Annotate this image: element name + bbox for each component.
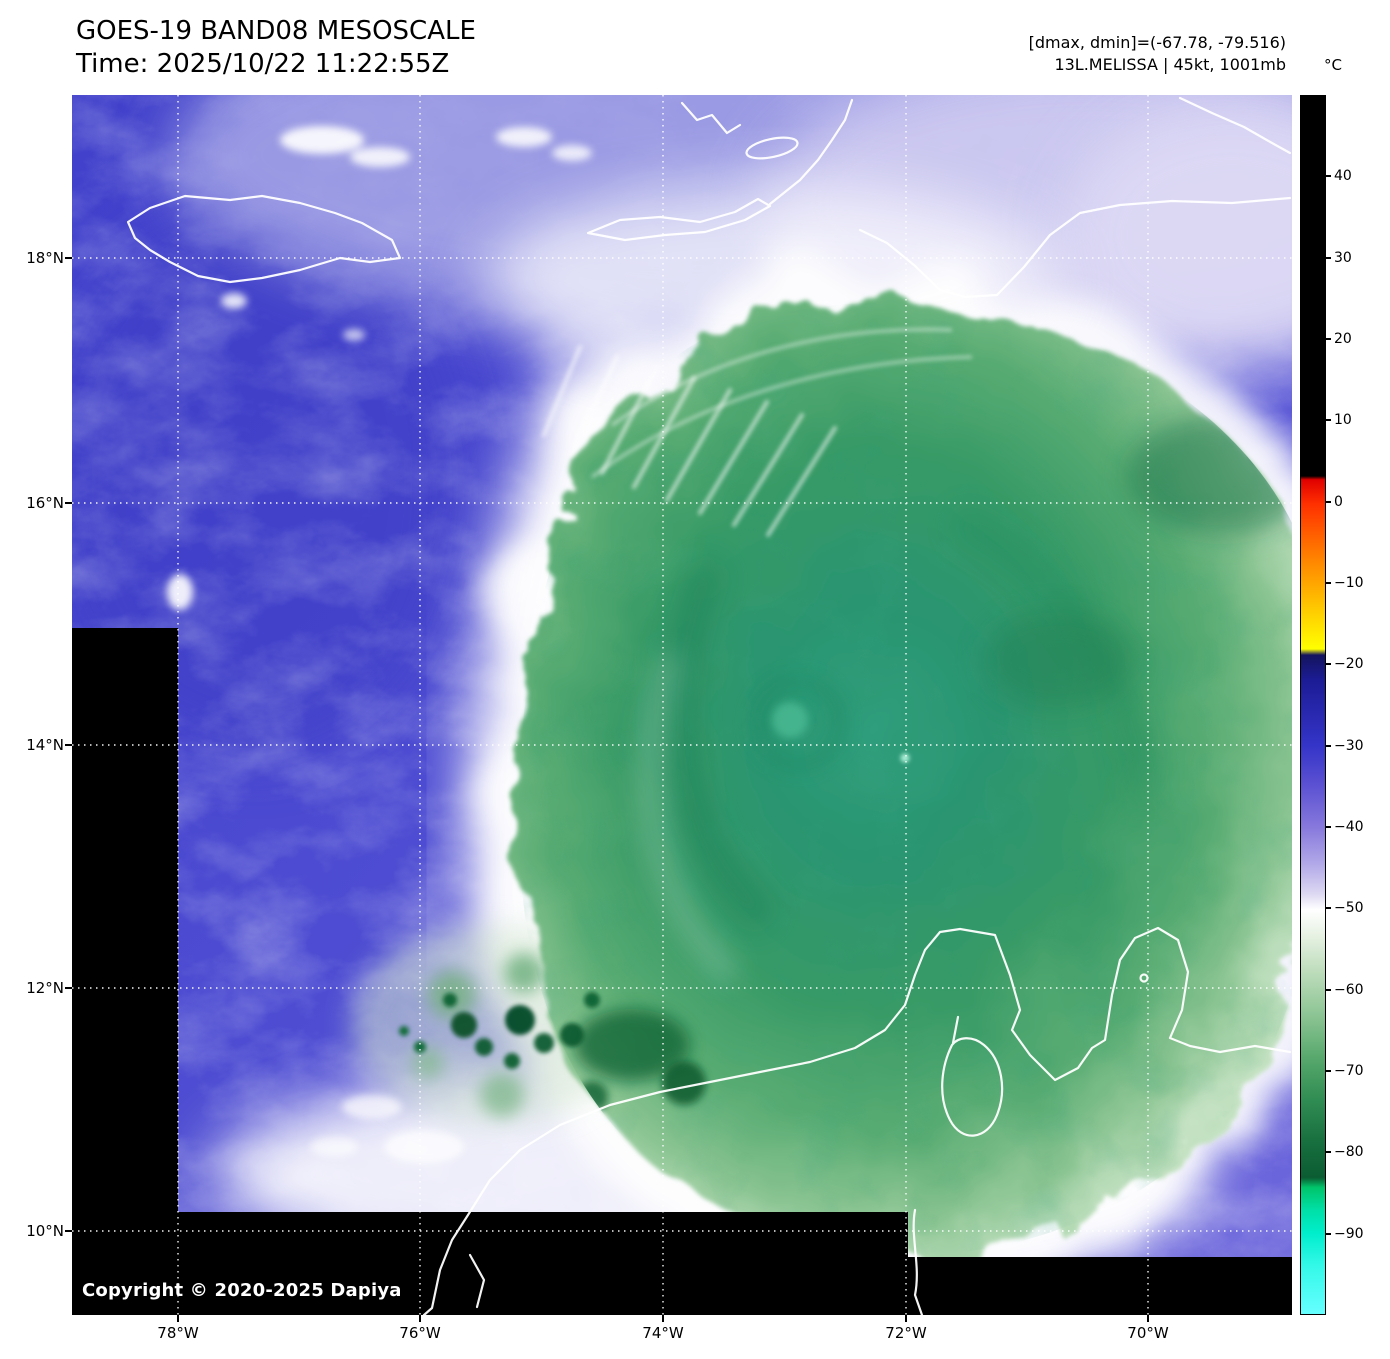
x-axis-tick (905, 1315, 907, 1322)
colorbar-tick-label: −70 (1334, 1063, 1364, 1079)
lon-label: 74°W (642, 1324, 684, 1342)
colorbar-tick-label: 0 (1334, 494, 1343, 510)
colorbar-tick-label: −50 (1334, 900, 1364, 916)
coastline-south-america (422, 926, 1292, 1315)
y-axis-tick (65, 502, 72, 504)
lat-label: 10°N (26, 1222, 64, 1240)
colorbar-tick-label: −60 (1334, 982, 1364, 998)
colorbar-tick-label: −80 (1334, 1144, 1364, 1160)
colorbar-tick: 30 (1326, 250, 1352, 266)
lon-label: 78°W (157, 1324, 199, 1342)
coastline-aruba (1139, 973, 1149, 983)
lat-label: 18°N (26, 249, 64, 267)
colorbar-tick-label: −30 (1334, 738, 1364, 754)
coastline-gonave-island (745, 136, 799, 160)
colorbar-tick-label: 10 (1334, 412, 1352, 428)
lon-label: 70°W (1127, 1324, 1169, 1342)
colorbar (1300, 95, 1326, 1315)
satellite-map: Copyright © 2020-2025 Dapiya (72, 95, 1292, 1315)
colorbar-tickmark (1326, 1151, 1331, 1153)
header-annotations: [dmax, dmin]=(-67.78, -79.516) 13L.MELIS… (1029, 32, 1286, 76)
colorbar-tickmark (1326, 663, 1331, 665)
coldest-pixel-marker (900, 753, 910, 763)
colorbar-tickmark (1326, 1070, 1331, 1072)
colorbar-tick-label: −20 (1334, 656, 1364, 672)
y-axis-tick (65, 257, 72, 259)
colorbar-tick: 20 (1326, 331, 1352, 347)
lat-label: 16°N (26, 494, 64, 512)
x-axis-tick (662, 1315, 664, 1322)
colorbar-tick-label: −40 (1334, 819, 1364, 835)
colorbar-tick-label: −10 (1334, 575, 1364, 591)
colorbar-tick-label: 40 (1334, 168, 1352, 184)
x-axis-tick (1147, 1315, 1149, 1322)
colorbar-tick: −60 (1326, 982, 1364, 998)
colorbar-unit: °C (1324, 56, 1342, 74)
coastline-lake-maracaibo (941, 1037, 1004, 1137)
colorbar-tick: −30 (1326, 738, 1364, 754)
coastline-jamaica (126, 194, 402, 284)
colorbar-tick: −50 (1326, 900, 1364, 916)
colorbar-tickmark (1326, 907, 1331, 909)
colorbar-tick-label: −90 (1334, 1226, 1364, 1242)
colorbar-tick: −90 (1326, 1226, 1364, 1242)
dmax-dmin-readout: [dmax, dmin]=(-67.78, -79.516) (1028, 33, 1286, 52)
colorbar-tick-label: 20 (1334, 331, 1352, 347)
imagery-layer (72, 95, 1292, 1257)
lat-label: 12°N (26, 979, 64, 997)
timestamp: Time: 2025/10/22 11:22:55Z (76, 49, 450, 79)
lon-label: 76°W (399, 1324, 441, 1342)
lat-label: 14°N (26, 736, 64, 754)
x-axis-tick (177, 1315, 179, 1322)
colorbar-tick: −10 (1326, 575, 1364, 591)
storm-info: 13L.MELISSA | 45kt, 1001mb (1054, 55, 1286, 74)
satellite-image (72, 95, 1292, 1315)
colorbar-tick-label: 30 (1334, 250, 1352, 266)
colorbar-tick: 40 (1326, 168, 1352, 184)
lon-label: 72°W (885, 1324, 927, 1342)
coastlines (126, 96, 1292, 1315)
y-axis-tick (65, 987, 72, 989)
colorbar-tickmark (1326, 1233, 1331, 1235)
colorbar-tickmark (1326, 501, 1331, 503)
colorbar-tickmark (1326, 826, 1331, 828)
colorbar-tickmark (1326, 745, 1331, 747)
colorbar-tick: −70 (1326, 1063, 1364, 1079)
x-axis-tick (419, 1315, 421, 1322)
colorbar-tickmark (1326, 175, 1331, 177)
coastline-haiti-peninsula (586, 197, 772, 242)
colorbar-tick: 0 (1326, 494, 1343, 510)
copyright: Copyright © 2020-2025 Dapiya (82, 1280, 402, 1301)
colorbar-tick: 10 (1326, 412, 1352, 428)
colorbar-tickmark (1326, 419, 1331, 421)
colorbar-tickmark (1326, 989, 1331, 991)
coastline-hispaniola-south (858, 196, 1292, 299)
y-axis-tick (65, 744, 72, 746)
colorbar-tickmark (1326, 338, 1331, 340)
colorbar-tickmark (1326, 257, 1331, 259)
colorbar-tick: −80 (1326, 1144, 1364, 1160)
colorbar-tick: −40 (1326, 819, 1364, 835)
storm-center-ring (749, 674, 847, 772)
y-axis-tick (65, 1230, 72, 1232)
page-title: GOES-19 BAND08 MESOSCALE (76, 16, 476, 46)
colorbar-tick: −20 (1326, 656, 1364, 672)
colorbar-tickmark (1326, 582, 1331, 584)
